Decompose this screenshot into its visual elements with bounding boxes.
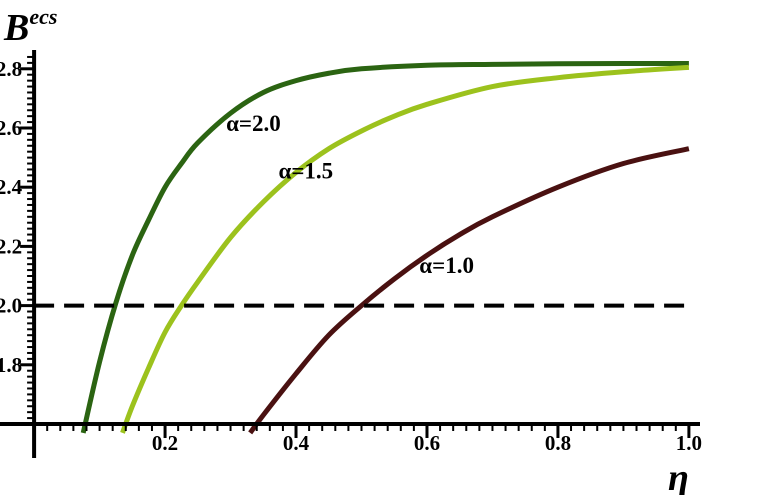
series-line-2 — [248, 146, 690, 435]
labels-layer: 0.2 0.4 0.6 0.8 1.0 1.8 2.0 2.2 2.4 2.6 2.8 α=2.0 α=… — [0, 57, 702, 455]
x-tick-label-0: 0.2 — [152, 431, 178, 455]
x-tick-label-4: 1.0 — [676, 431, 702, 455]
x-axis-title: η — [668, 457, 689, 495]
series-line-0 — [80, 60, 689, 434]
y-tick-label-1: 2.0 — [0, 294, 22, 318]
series-label-1: α=1.5 — [278, 158, 333, 183]
curves-layer — [80, 60, 690, 435]
y-tick-label-3: 2.4 — [0, 175, 23, 199]
series-label-2: α=1.0 — [419, 253, 474, 278]
y-tick-label-2: 2.2 — [0, 234, 22, 258]
y-tick-label-4: 2.6 — [0, 116, 22, 140]
axes-layer — [0, 50, 700, 458]
y-tick-label-5: 2.8 — [0, 57, 22, 81]
x-tick-label-1: 0.4 — [283, 431, 310, 455]
series-line-1 — [120, 64, 690, 434]
x-tick-label-2: 0.6 — [414, 431, 440, 455]
series-label-0: α=2.0 — [226, 111, 281, 136]
y-axis-title: Becs — [3, 4, 57, 49]
ticks-layer — [20, 55, 691, 438]
x-tick-label-3: 0.8 — [545, 431, 571, 455]
y-tick-label-0: 1.8 — [0, 353, 22, 377]
y-axis-title-superscript: ecs — [29, 4, 57, 29]
